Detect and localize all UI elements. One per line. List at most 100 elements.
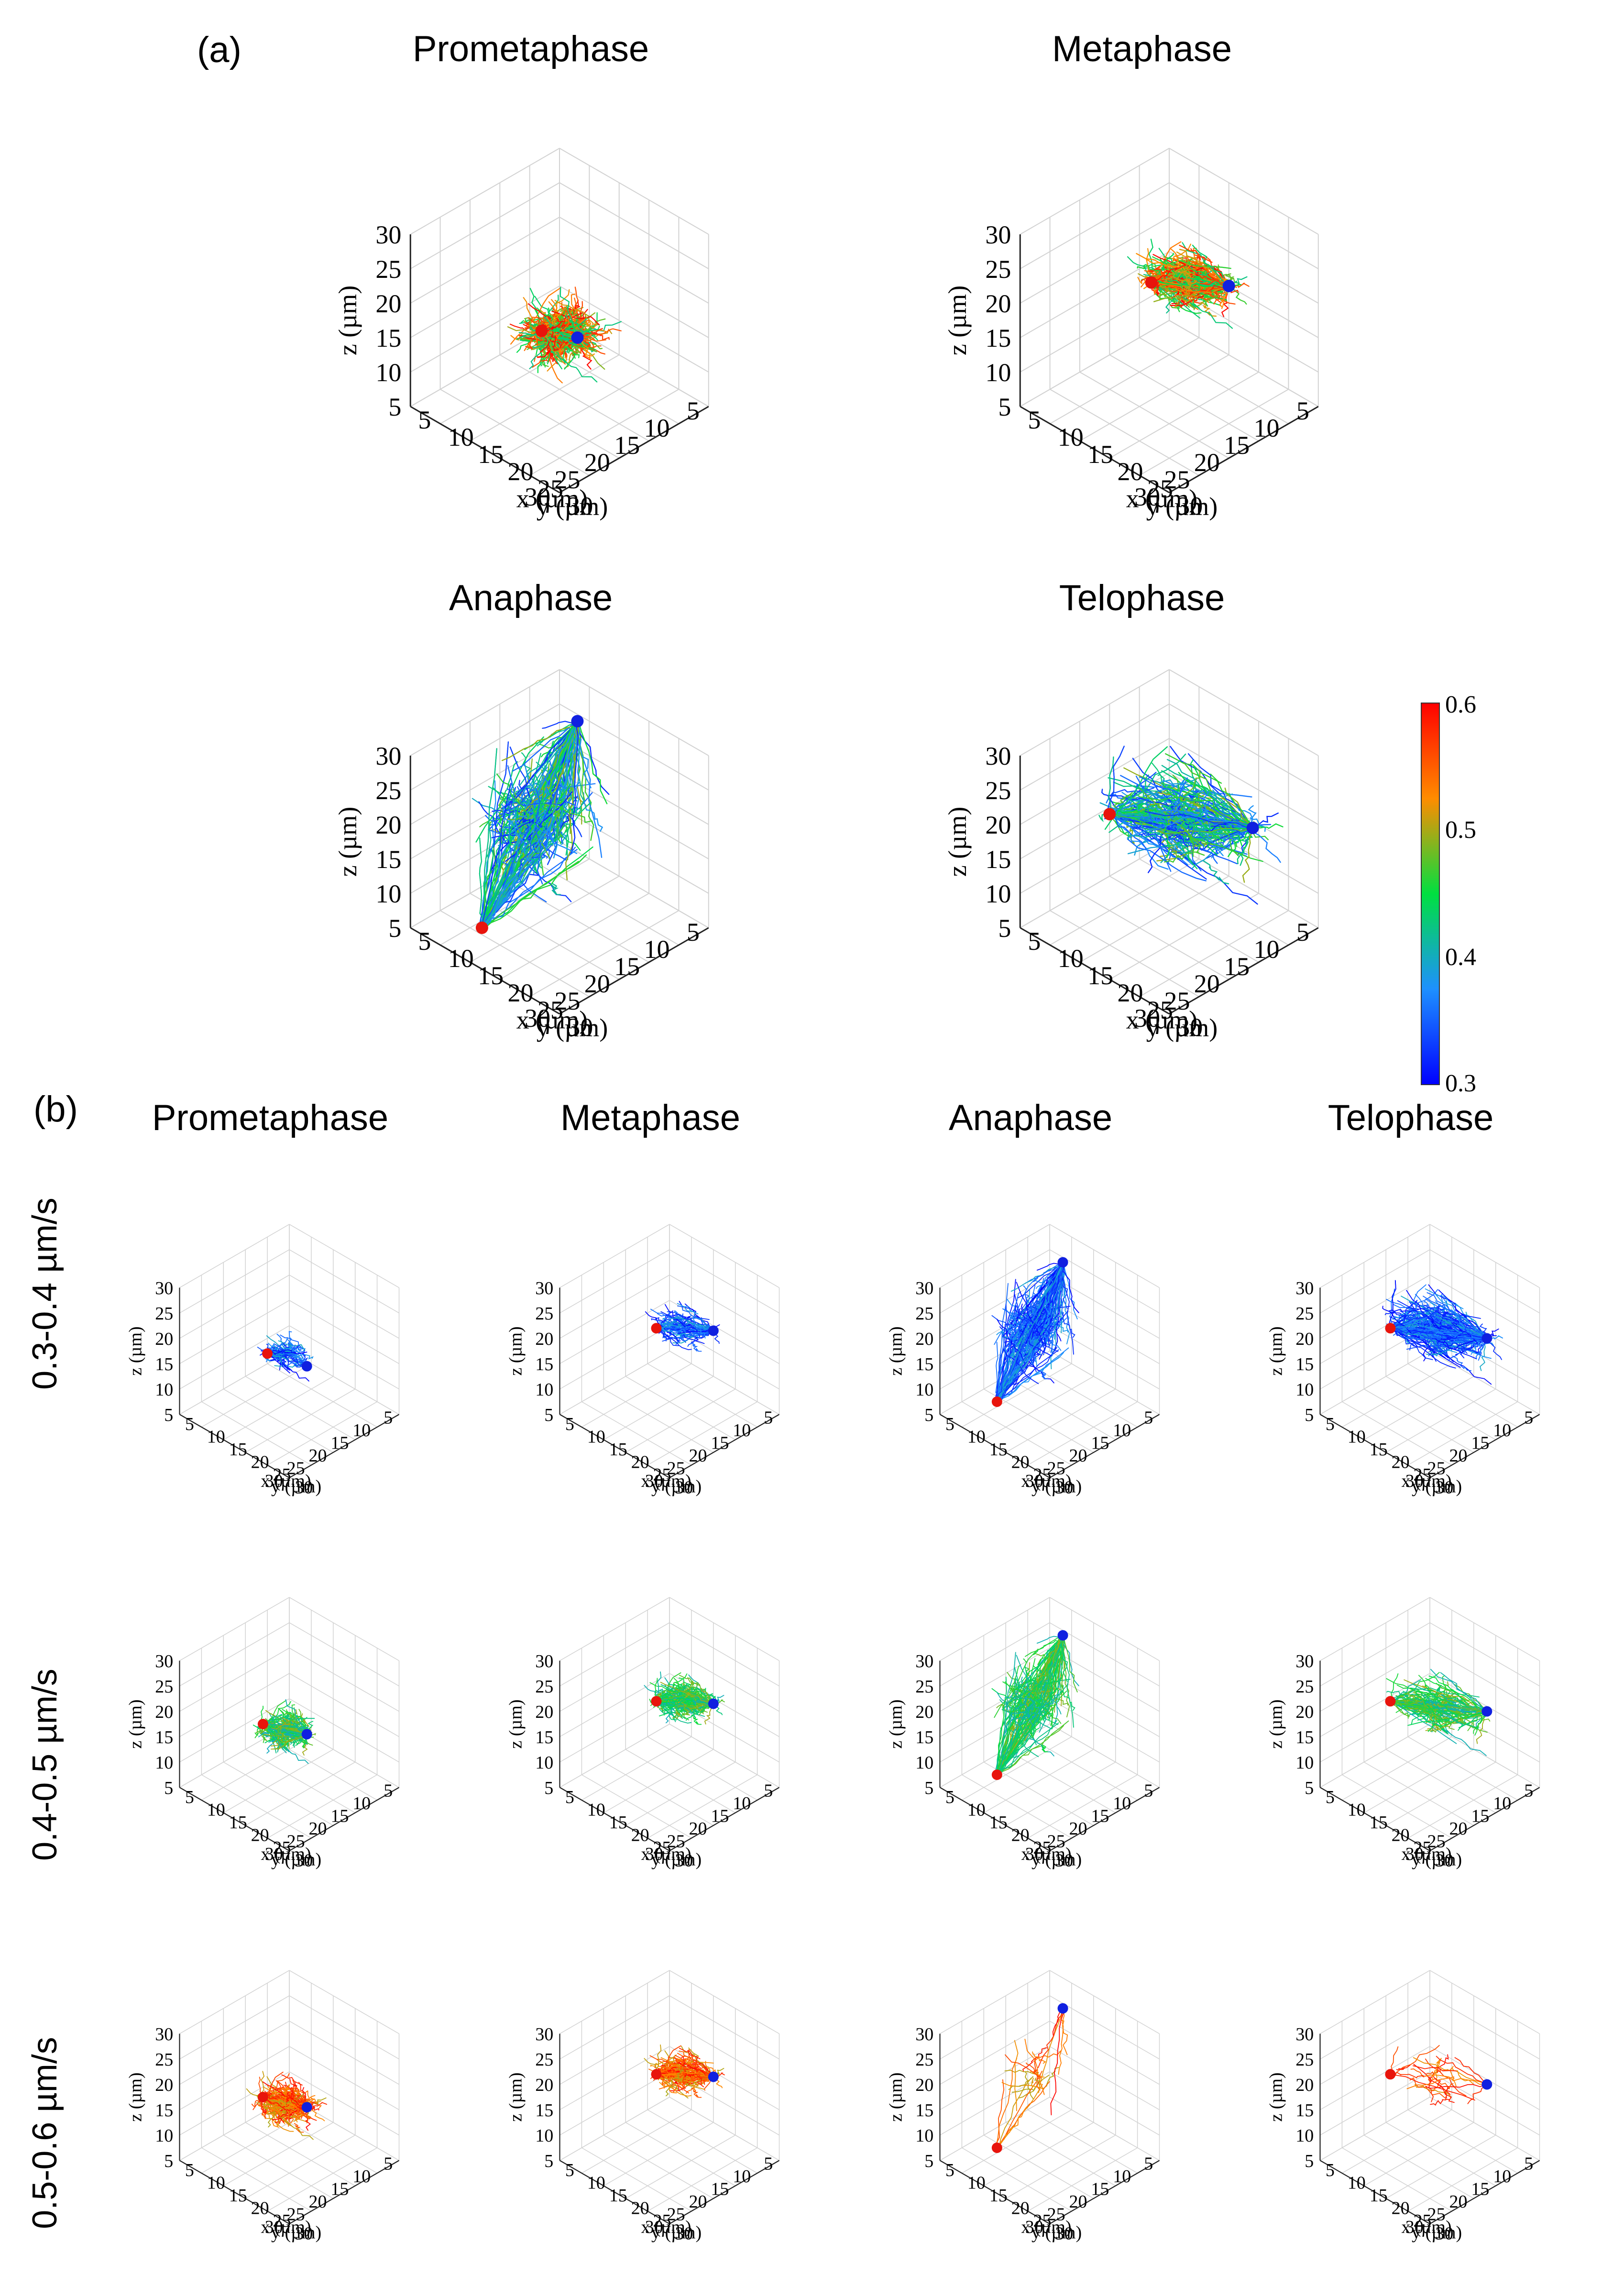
z-tick-label: 10 xyxy=(375,358,401,387)
y-tick-label: 10 xyxy=(448,944,474,973)
z-tick-label: 10 xyxy=(985,358,1011,387)
grid-line xyxy=(179,1698,290,1763)
trajectory xyxy=(481,854,587,929)
x-axis-label: x (µm) xyxy=(1126,484,1198,513)
axes xyxy=(409,756,709,1015)
grid-line xyxy=(529,858,679,945)
trajectory xyxy=(682,2059,689,2094)
trajectory xyxy=(1017,1704,1022,1727)
trajectory xyxy=(1131,816,1192,853)
z-tick-label: 5 xyxy=(998,393,1011,421)
trajectory xyxy=(994,1706,1005,1774)
trajectory xyxy=(660,1311,698,1331)
y-tick-label: 30 xyxy=(675,1850,693,1870)
z-axis-label: z (µm) xyxy=(943,286,972,356)
grid-line xyxy=(560,1673,670,1737)
z-tick-label: 15 xyxy=(915,2100,933,2121)
trajectory xyxy=(695,2066,704,2088)
z-tick-label: 15 xyxy=(155,1354,173,1374)
trajectory xyxy=(1456,1709,1466,1725)
z-tick-label: 10 xyxy=(535,1753,553,1773)
y-axis-line xyxy=(559,2160,670,2224)
grid-line xyxy=(1020,669,1170,756)
z-tick-label: 20 xyxy=(155,2075,173,2095)
z-axis-label: z (µm) xyxy=(943,807,972,877)
y-axis-label: y (µm) xyxy=(1412,1850,1462,1870)
grid-line xyxy=(1320,1673,1430,1737)
x-tick-label: 20 xyxy=(308,1819,327,1839)
trajectory xyxy=(1032,2051,1046,2064)
x-tick-label: 20 xyxy=(308,1446,327,1466)
y-tick-label: 10 xyxy=(967,1800,986,1820)
trajectory xyxy=(1106,794,1149,804)
trajectory xyxy=(524,718,579,810)
z-tick-label: 5 xyxy=(924,1778,933,1798)
trajectory xyxy=(671,2071,685,2088)
pole-2-marker xyxy=(1057,1630,1068,1641)
trajectory xyxy=(1427,1712,1489,1732)
trajectory xyxy=(479,813,536,929)
grid-line xyxy=(560,1970,670,2034)
grid-line xyxy=(1342,1736,1452,1801)
y-tick-label: 25 xyxy=(538,996,563,1024)
y-tick-label: 25 xyxy=(653,2211,671,2231)
grid-line xyxy=(245,1376,356,1440)
trajectory xyxy=(1393,1304,1430,1314)
x-tick-label: 20 xyxy=(1449,1446,1467,1466)
trajectory xyxy=(1170,287,1229,307)
trajectory xyxy=(1224,787,1257,829)
z-tick-label: 5 xyxy=(924,1405,933,1425)
trajectory xyxy=(570,722,580,788)
grid-line xyxy=(179,1224,290,1288)
y-axis-line xyxy=(179,1787,290,1851)
pole-1-marker xyxy=(1145,276,1158,289)
trajectory xyxy=(679,2077,692,2084)
z-tick-label: 10 xyxy=(535,2126,553,2146)
trajectory xyxy=(677,1303,699,1315)
y-tick-label: 10 xyxy=(587,2173,605,2193)
trajectory xyxy=(1033,1677,1062,1689)
trajectory xyxy=(1058,2008,1065,2075)
trajectory xyxy=(267,1351,307,1355)
grid-line xyxy=(983,1749,1094,1813)
trajectory xyxy=(683,1704,688,1715)
grid-line xyxy=(1050,910,1199,997)
z-tick-label: 10 xyxy=(1295,1753,1314,1773)
x-tick-label: 15 xyxy=(330,1806,349,1826)
trajectory xyxy=(1173,257,1187,273)
grid-line xyxy=(1429,1351,1540,1415)
z-tick-label: 5 xyxy=(164,2151,173,2171)
y-tick-label: 15 xyxy=(229,2186,247,2206)
x-tick-label: 20 xyxy=(1069,1819,1087,1839)
grid-line xyxy=(1109,893,1259,980)
y-axis-label: y (µm) xyxy=(537,1013,608,1042)
grid-line xyxy=(559,807,709,894)
trajectory xyxy=(1106,812,1147,849)
x-tick-label: 5 xyxy=(687,918,700,946)
y-axis-line xyxy=(939,1787,1050,1851)
trajectories xyxy=(252,1699,316,1764)
x-tick-label: 10 xyxy=(1113,1420,1131,1440)
trajectory xyxy=(1016,1282,1044,1344)
trajectory xyxy=(1176,822,1253,830)
trajectory xyxy=(286,1338,308,1368)
grid-line xyxy=(1320,1597,1430,1661)
trajectory xyxy=(518,816,538,824)
z-tick-label: 15 xyxy=(535,2100,553,2121)
x-tick-label: 15 xyxy=(1091,1433,1109,1453)
y-axis-line xyxy=(179,1414,290,1478)
y-tick-label: 15 xyxy=(989,1440,1008,1460)
trajectory xyxy=(997,2106,1027,2149)
y-axis-line xyxy=(410,927,560,1015)
x-tick-label: 25 xyxy=(1164,987,1190,1015)
trajectory xyxy=(1132,758,1188,819)
grid-line xyxy=(201,1363,312,1428)
grid-line xyxy=(962,2109,1072,2174)
grid-line xyxy=(1020,148,1170,235)
z-axis-label: z (µm) xyxy=(1266,1699,1286,1748)
z-tick-label: 20 xyxy=(535,1329,553,1349)
